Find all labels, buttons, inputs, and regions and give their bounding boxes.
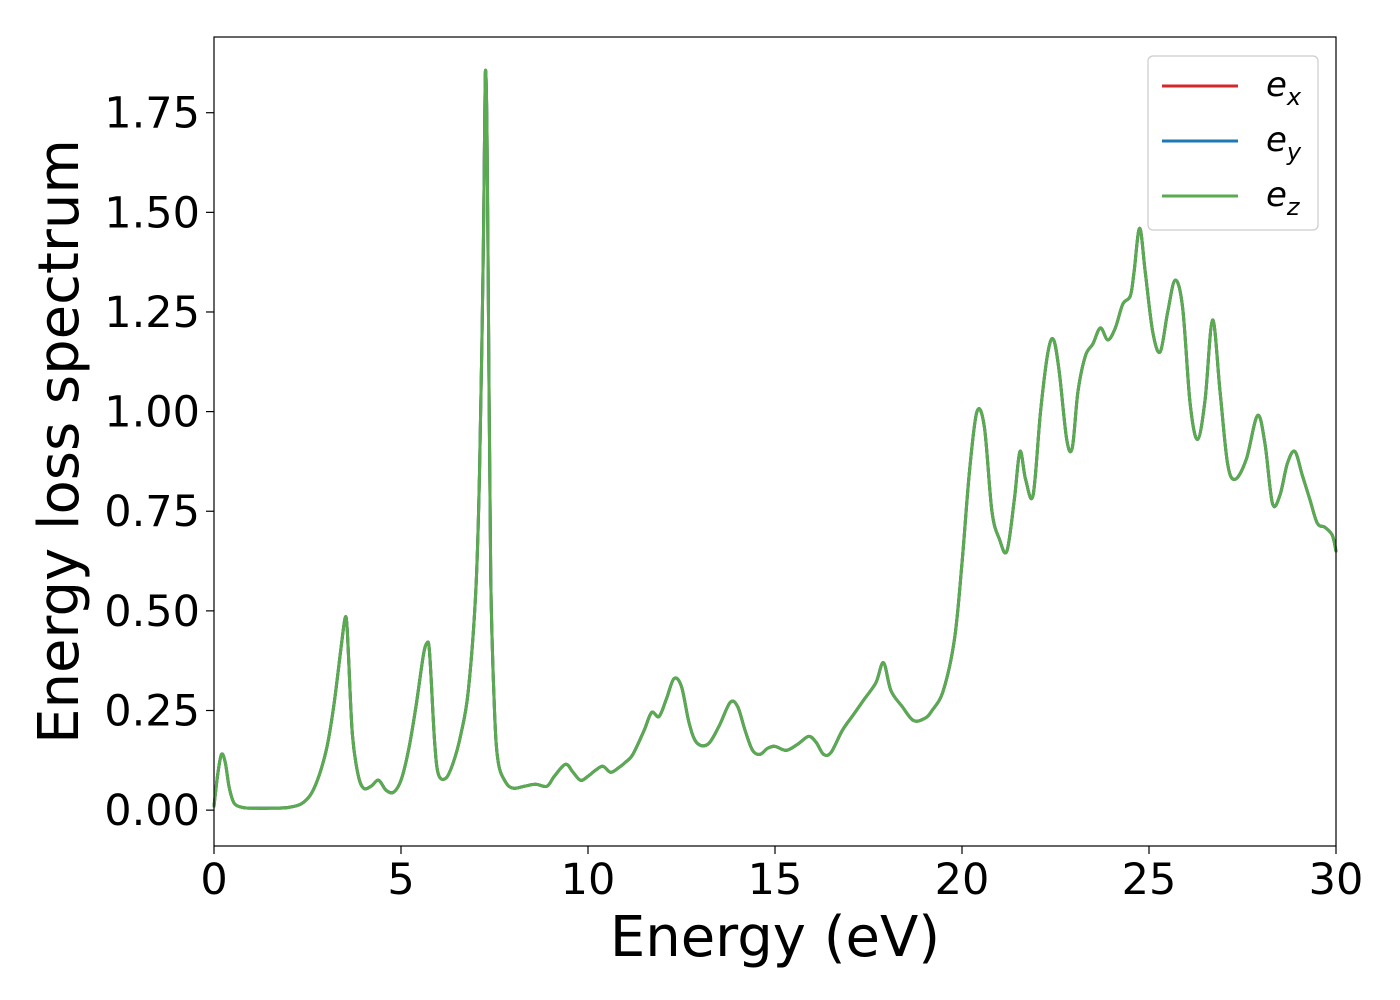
x-tick-label: 5 — [387, 855, 414, 905]
x-tick-label: 30 — [1309, 855, 1364, 905]
series-line-e-z — [212, 68, 1338, 810]
legend-label: ez — [1266, 175, 1301, 221]
legend-label: ey — [1266, 120, 1302, 166]
x-tick-label: 10 — [561, 855, 616, 905]
x-axis-title: Energy (eV) — [610, 905, 940, 970]
x-tick-label: 15 — [748, 855, 803, 905]
y-axis-title: Energy loss spectrum — [27, 139, 92, 744]
y-tick-label: 1.25 — [104, 288, 200, 338]
y-tick-label: 1.00 — [104, 388, 200, 438]
y-axis-ticks: 0.00 0.25 0.50 0.75 1.00 1.25 1.50 1.75 — [104, 89, 214, 836]
x-tick-label: 20 — [935, 855, 990, 905]
y-tick-label: 0.00 — [104, 786, 200, 836]
legend-label: ex — [1266, 65, 1302, 111]
y-tick-label: 0.25 — [104, 687, 200, 737]
x-axis-ticks: 0 5 10 15 20 25 30 — [200, 846, 1363, 905]
y-tick-label: 1.50 — [104, 188, 200, 238]
x-tick-label: 0 — [200, 855, 227, 905]
plot-lines — [212, 68, 1338, 810]
y-tick-label: 1.75 — [104, 89, 200, 139]
legend: ex ey ez — [1147, 55, 1319, 231]
x-tick-label: 25 — [1122, 855, 1177, 905]
y-tick-label: 0.75 — [104, 487, 200, 537]
legend-box — [1147, 55, 1319, 231]
y-tick-label: 0.50 — [104, 587, 200, 637]
